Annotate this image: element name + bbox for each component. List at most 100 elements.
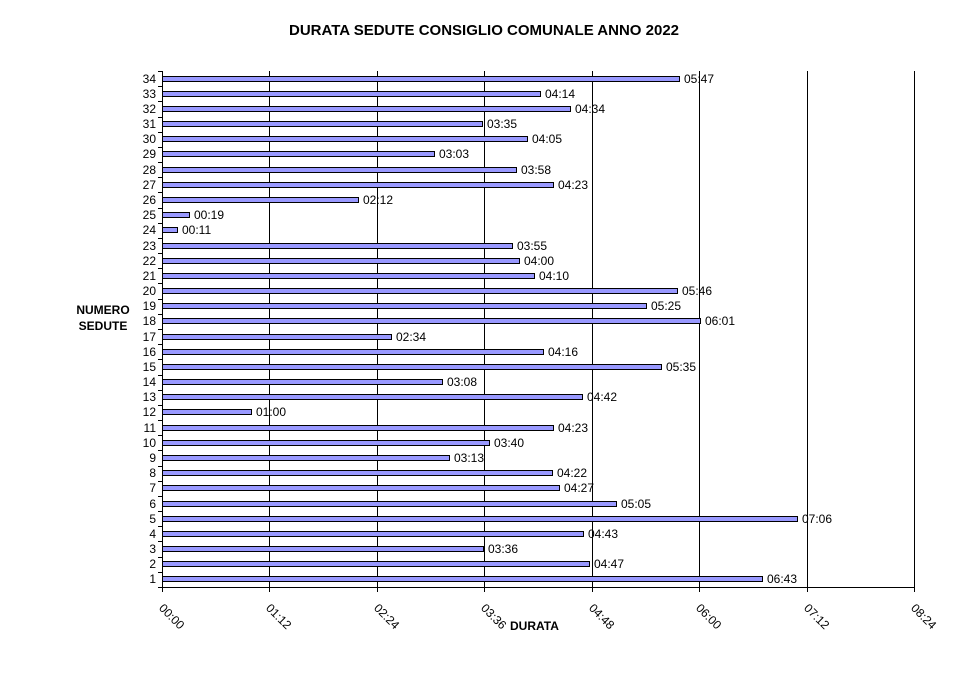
x-tick-label: 04:48	[586, 601, 618, 633]
y-tick-mark	[158, 101, 162, 102]
bar-seduta-13	[162, 394, 583, 400]
y-tick-mark	[158, 466, 162, 467]
y-tick-mark	[158, 71, 162, 72]
x-axis-label: DURATA	[510, 619, 559, 633]
bar-seduta-22	[162, 258, 520, 264]
y-tick-label: 13	[142, 390, 156, 404]
y-tick-label: 32	[142, 102, 156, 116]
y-tick-mark	[158, 511, 162, 512]
x-tick-label: 07:12	[801, 601, 833, 633]
y-tick-mark	[158, 420, 162, 421]
y-tick-mark	[158, 496, 162, 497]
bar-value-label: 04:27	[564, 481, 595, 495]
bar-value-label: 03:36	[488, 542, 519, 556]
x-tick-mark	[914, 587, 915, 592]
x-tick-label: 08:24	[908, 601, 940, 633]
x-tick-mark	[699, 587, 700, 592]
bar-value-label: 03:55	[517, 239, 548, 253]
x-tick-mark	[484, 587, 485, 592]
y-tick-label: 23	[142, 239, 156, 253]
y-tick-label: 21	[142, 269, 156, 283]
bar-value-label: 06:01	[705, 314, 736, 328]
y-tick-mark	[158, 253, 162, 254]
x-tick-mark	[377, 587, 378, 592]
x-tick-label: 02:24	[371, 601, 403, 633]
bar-value-label: 03:40	[494, 436, 525, 450]
y-tick-mark	[158, 435, 162, 436]
y-tick-label: 16	[142, 345, 156, 359]
y-tick-label: 29	[142, 147, 156, 161]
x-tick-mark	[807, 587, 808, 592]
y-tick-mark	[158, 314, 162, 315]
gridline	[269, 71, 270, 587]
bar-seduta-33	[162, 91, 541, 97]
bar-value-label: 04:16	[548, 345, 579, 359]
y-tick-mark	[158, 405, 162, 406]
y-tick-mark	[158, 526, 162, 527]
y-tick-label: 26	[142, 193, 156, 207]
y-tick-label: 18	[142, 314, 156, 328]
y-tick-mark	[158, 238, 162, 239]
bar-seduta-5	[162, 516, 798, 522]
bar-seduta-32	[162, 106, 571, 112]
y-tick-mark	[158, 344, 162, 345]
y-axis-label-line1: NUMERO	[76, 303, 130, 317]
bar-seduta-10	[162, 440, 490, 446]
bar-value-label: 03:35	[487, 117, 518, 131]
y-tick-label: 3	[149, 542, 156, 556]
y-tick-mark	[158, 208, 162, 209]
y-tick-label: 4	[149, 527, 156, 541]
bar-value-label: 04:42	[587, 390, 618, 404]
bar-value-label: 03:03	[439, 147, 470, 161]
gridline	[807, 71, 808, 587]
bar-value-label: 05:25	[651, 299, 682, 313]
x-tick-mark	[592, 587, 593, 592]
bar-seduta-11	[162, 425, 554, 431]
y-axis-label: NUMERO SEDUTE	[68, 302, 138, 334]
y-tick-mark	[158, 359, 162, 360]
y-tick-label: 27	[142, 178, 156, 192]
y-tick-label: 31	[142, 117, 156, 131]
y-tick-mark	[158, 481, 162, 482]
y-tick-label: 20	[142, 284, 156, 298]
y-tick-label: 8	[149, 466, 156, 480]
x-tick-label: 06:00	[693, 601, 725, 633]
bar-seduta-14	[162, 379, 443, 385]
y-tick-label: 7	[149, 481, 156, 495]
bar-seduta-6	[162, 501, 617, 507]
bar-value-label: 04:43	[588, 527, 619, 541]
y-tick-mark	[158, 375, 162, 376]
y-tick-mark	[158, 147, 162, 148]
bar-value-label: 04:14	[545, 87, 576, 101]
y-tick-mark	[158, 162, 162, 163]
bar-seduta-4	[162, 531, 584, 537]
bar-value-label: 05:35	[666, 360, 697, 374]
bar-seduta-2	[162, 561, 590, 567]
y-tick-label: 30	[142, 132, 156, 146]
bar-seduta-8	[162, 470, 553, 476]
y-tick-label: 14	[142, 375, 156, 389]
gridline	[484, 71, 485, 587]
bar-value-label: 00:11	[182, 223, 212, 237]
y-tick-label: 34	[142, 72, 156, 86]
x-tick-mark	[269, 587, 270, 592]
bar-value-label: 05:47	[684, 72, 715, 86]
y-tick-label: 28	[142, 163, 156, 177]
y-tick-label: 9	[149, 451, 156, 465]
bar-value-label: 04:00	[524, 254, 555, 268]
y-tick-label: 5	[149, 512, 156, 526]
bar-value-label: 03:08	[447, 375, 478, 389]
bar-value-label: 03:13	[454, 451, 485, 465]
bar-seduta-34	[162, 76, 680, 82]
y-tick-mark	[158, 557, 162, 558]
bar-seduta-18	[162, 318, 701, 324]
bar-seduta-7	[162, 485, 560, 491]
bar-seduta-17	[162, 334, 392, 340]
bar-seduta-28	[162, 167, 517, 173]
bar-seduta-1	[162, 576, 763, 582]
bar-seduta-16	[162, 349, 544, 355]
bar-value-label: 01:00	[256, 405, 287, 419]
bar-seduta-15	[162, 364, 662, 370]
bar-value-label: 04:23	[558, 421, 589, 435]
y-tick-label: 17	[142, 330, 156, 344]
